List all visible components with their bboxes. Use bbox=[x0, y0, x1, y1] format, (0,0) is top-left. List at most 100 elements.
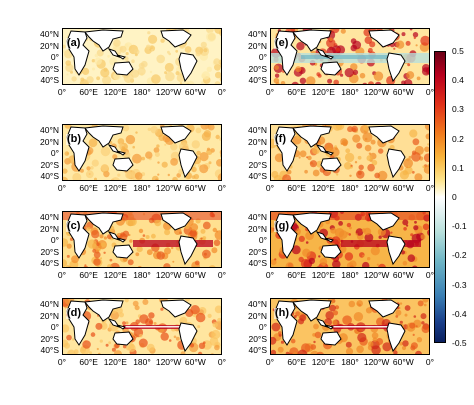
lat-tick-label: 20°N bbox=[40, 223, 59, 234]
map-panel-h: (h) bbox=[270, 298, 430, 355]
lon-tick-label: 0° bbox=[57, 87, 67, 97]
lat-tick-label: 40°N bbox=[248, 299, 267, 309]
lon-tick-label: 120°W bbox=[155, 87, 182, 97]
lon-tick-label: 180° bbox=[133, 270, 151, 280]
lon-tick-label: 120°E bbox=[103, 357, 127, 367]
lat-tick-label: 40°S bbox=[248, 75, 267, 85]
colorbar-tick-label: 0 bbox=[452, 192, 457, 202]
lon-tick-label: 180° bbox=[133, 357, 151, 367]
lon-tick-label: 120°E bbox=[311, 183, 335, 193]
map-panel-f: (f) bbox=[270, 124, 430, 181]
colorbar-tick-label: 0.5 bbox=[452, 46, 464, 56]
lat-tick-label: 20°N bbox=[248, 310, 267, 321]
map-panel-a: (a) bbox=[62, 28, 222, 85]
lon-tick-label: 120°W bbox=[155, 270, 182, 280]
lat-tick-label: 40°S bbox=[40, 171, 59, 181]
lat-tick-label: 20°S bbox=[248, 63, 267, 74]
lon-tick-label: 180° bbox=[341, 183, 359, 193]
lat-tick-label: 20°N bbox=[40, 136, 59, 147]
lat-tick-label: 0° bbox=[258, 148, 267, 158]
colorbar-tick-label: -0.4 bbox=[452, 308, 467, 319]
colorbar-tick-label: 0.1 bbox=[452, 162, 464, 173]
lat-tick-label: 0° bbox=[258, 322, 267, 332]
lat-tick-label: 40°S bbox=[248, 171, 267, 181]
panel-label-g: (g) bbox=[274, 220, 291, 232]
lon-tick-label: 60°E bbox=[287, 87, 306, 97]
colorbar-tick-label: -0.1 bbox=[452, 221, 467, 232]
panel-label-b: (b) bbox=[66, 133, 83, 145]
lon-tick-label: 120°W bbox=[363, 270, 390, 280]
lon-tick-label: 0° bbox=[57, 357, 67, 367]
lon-tick-label: 60°W bbox=[184, 270, 206, 280]
lat-tick-label: 20°S bbox=[40, 246, 59, 257]
lon-tick-label: 120°E bbox=[311, 87, 335, 97]
lon-tick-label: 0° bbox=[57, 270, 67, 280]
lon-tick-label: 120°W bbox=[363, 357, 390, 367]
map-panel-e: (e) bbox=[270, 28, 430, 85]
lon-tick-label: 60°W bbox=[392, 183, 414, 193]
lat-tick-label: 20°N bbox=[40, 40, 59, 51]
lon-tick-label: 0° bbox=[425, 183, 435, 193]
lon-tick-label: 120°E bbox=[103, 183, 127, 193]
lon-tick-label: 0° bbox=[265, 183, 275, 193]
lon-tick-label: 120°W bbox=[155, 357, 182, 367]
lon-tick-label: 180° bbox=[133, 183, 151, 193]
lat-tick-label: 40°S bbox=[40, 75, 59, 85]
lon-tick-label: 60°W bbox=[184, 183, 206, 193]
lat-tick-label: 0° bbox=[258, 235, 267, 245]
colorbar bbox=[434, 51, 446, 343]
lon-tick-label: 60°E bbox=[287, 183, 306, 193]
lat-tick-label: 40°N bbox=[248, 125, 267, 135]
lon-tick-label: 60°E bbox=[79, 357, 98, 367]
lon-tick-label: 0° bbox=[265, 87, 275, 97]
lon-tick-label: 120°E bbox=[311, 270, 335, 280]
lon-tick-label: 60°W bbox=[392, 270, 414, 280]
lon-tick-label: 0° bbox=[425, 87, 435, 97]
lon-tick-label: 60°W bbox=[392, 357, 414, 367]
lat-tick-label: 20°N bbox=[248, 223, 267, 234]
panel-label-a: (a) bbox=[66, 37, 82, 49]
lon-tick-label: 0° bbox=[217, 183, 227, 193]
lat-tick-label: 0° bbox=[50, 235, 59, 245]
lon-tick-label: 120°E bbox=[311, 357, 335, 367]
lat-tick-label: 20°N bbox=[248, 136, 267, 147]
lon-tick-label: 0° bbox=[57, 183, 67, 193]
lon-tick-label: 0° bbox=[425, 357, 435, 367]
lat-tick-label: 40°N bbox=[40, 299, 59, 309]
lat-tick-label: 20°S bbox=[248, 333, 267, 344]
lat-tick-label: 0° bbox=[258, 52, 267, 62]
lat-tick-label: 40°S bbox=[248, 258, 267, 268]
panel-label-e: (e) bbox=[274, 37, 290, 49]
lon-tick-label: 60°E bbox=[79, 270, 98, 280]
lat-tick-label: 20°N bbox=[40, 310, 59, 321]
lat-tick-label: 40°S bbox=[40, 258, 59, 268]
lon-tick-label: 60°E bbox=[287, 270, 306, 280]
lat-tick-label: 40°N bbox=[40, 125, 59, 135]
panel-label-d: (d) bbox=[66, 307, 83, 319]
lat-tick-label: 40°N bbox=[248, 212, 267, 222]
lon-tick-label: 0° bbox=[265, 357, 275, 367]
map-panel-c: (c) bbox=[62, 211, 222, 268]
panel-label-c: (c) bbox=[66, 220, 82, 232]
map-panel-b: (b) bbox=[62, 124, 222, 181]
lon-tick-label: 180° bbox=[341, 270, 359, 280]
lat-tick-label: 0° bbox=[50, 52, 59, 62]
lon-tick-label: 120°W bbox=[363, 87, 390, 97]
lon-tick-label: 60°W bbox=[392, 87, 414, 97]
colorbar-tick-label: 0.4 bbox=[452, 75, 464, 86]
lat-tick-label: 20°S bbox=[40, 159, 59, 170]
lat-tick-label: 0° bbox=[50, 322, 59, 332]
lat-tick-label: 40°N bbox=[40, 212, 59, 222]
lon-tick-label: 180° bbox=[341, 87, 359, 97]
lat-tick-label: 0° bbox=[50, 148, 59, 158]
map-panel-d: (d) bbox=[62, 298, 222, 355]
lon-tick-label: 120°E bbox=[103, 87, 127, 97]
lon-tick-label: 60°E bbox=[287, 357, 306, 367]
lat-tick-label: 20°S bbox=[40, 63, 59, 74]
lon-tick-label: 120°E bbox=[103, 270, 127, 280]
lat-tick-label: 20°N bbox=[248, 40, 267, 51]
lon-tick-label: 120°W bbox=[155, 183, 182, 193]
colorbar-tick-label: -0.2 bbox=[452, 250, 467, 261]
lat-tick-label: 20°S bbox=[248, 159, 267, 170]
lon-tick-label: 180° bbox=[341, 357, 359, 367]
